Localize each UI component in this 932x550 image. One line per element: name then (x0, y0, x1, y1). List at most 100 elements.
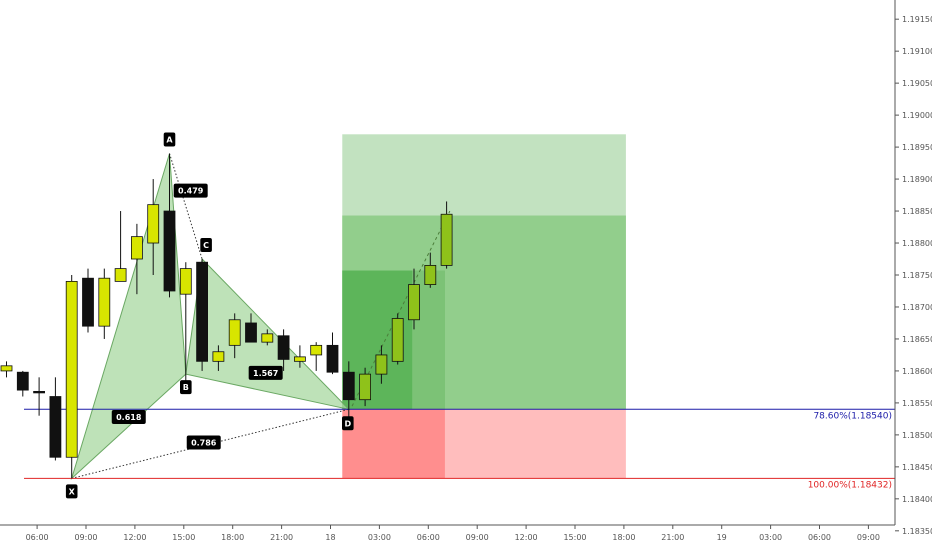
level-label: 100.00%(1.18432) (808, 480, 892, 490)
price-tick-label: 1.18550 (902, 399, 932, 408)
candle (261, 329, 274, 346)
candle-body (49, 396, 62, 458)
candle (0, 361, 13, 378)
price-tick-label: 1.18450 (902, 463, 932, 472)
time-tick-label: 18 (325, 533, 335, 542)
point-b-text: B (183, 383, 189, 392)
time-tick-label: 12:00 (123, 533, 146, 542)
point-d: D (342, 416, 354, 431)
ratio-label-bg (173, 183, 208, 198)
ratio-label-bg (186, 435, 221, 450)
time-tick-label: 03:00 (368, 533, 391, 542)
candle (179, 262, 192, 384)
price-tick-label: 1.18700 (902, 303, 932, 312)
point-c-text: C (203, 241, 209, 250)
time-tick-label: 18:00 (221, 533, 244, 542)
candle (65, 275, 78, 479)
candlestick-series (0, 153, 453, 479)
candle (391, 313, 404, 365)
candle-body (277, 335, 290, 360)
candle-body (16, 371, 29, 391)
ratio-label: 1.567 (248, 365, 283, 380)
point-a-text: A (166, 135, 173, 144)
candle (440, 201, 453, 269)
candle-body (228, 319, 241, 346)
ratio-label-text: 0.618 (116, 413, 142, 422)
ratio-label-text: 0.786 (191, 439, 217, 448)
candle (130, 223, 143, 295)
time-tick-label: 09:00 (857, 533, 880, 542)
point-x-text: X (69, 487, 76, 496)
candle-body (391, 318, 404, 362)
candle (326, 332, 339, 375)
ratio-label-bg (248, 365, 283, 380)
ratio-label: 0.786 (186, 435, 221, 450)
candle-body (212, 351, 225, 362)
time-tick-label: 06:00 (26, 533, 49, 542)
time-tick-label: 15:00 (172, 533, 195, 542)
point-a-bg (163, 132, 176, 147)
candle-body (310, 344, 323, 356)
candle-body (293, 356, 306, 362)
candle-body (359, 373, 372, 401)
point-d-bg (342, 416, 354, 431)
time-tick-label: 09:00 (466, 533, 489, 542)
candle (408, 268, 420, 330)
candle-body (0, 365, 13, 372)
candle-body (130, 236, 143, 260)
pattern-labels: X A B C D 0.479 0.618 0.786 1.567 (65, 132, 354, 499)
price-tick-label: 1.18900 (902, 175, 932, 184)
candle (33, 377, 45, 416)
point-d-text: D (344, 419, 351, 428)
price-tick-label: 1.18850 (902, 207, 932, 216)
time-tick-label: 15:00 (563, 533, 586, 542)
candle (82, 268, 94, 333)
candle-body (424, 265, 437, 285)
time-tick-label: 18:00 (612, 533, 635, 542)
projection-dashed-line (351, 210, 451, 407)
candle-body (245, 322, 257, 343)
candle (147, 179, 160, 275)
ratio-label-text: 1.567 (253, 369, 278, 378)
point-x-bg (65, 484, 78, 499)
point-x: X (65, 484, 78, 499)
price-tick-label: 1.19100 (902, 47, 932, 56)
candle (424, 252, 437, 288)
candle-body (163, 210, 176, 292)
price-tick-label: 1.18800 (902, 239, 932, 248)
candle-body (147, 204, 160, 244)
candle (114, 211, 127, 282)
candle (277, 329, 290, 371)
candle (342, 361, 355, 426)
candle (49, 377, 62, 461)
point-a: A (163, 132, 176, 147)
candle-body (375, 354, 388, 375)
time-tick-label: 19 (717, 533, 727, 542)
candle-body (33, 390, 45, 394)
candle-body (179, 268, 192, 295)
time-tick-label: 21:00 (270, 533, 293, 542)
price-tick-label: 1.18950 (902, 143, 932, 152)
stop-zone-dark (342, 409, 445, 479)
candle (16, 370, 29, 397)
price-tick-label: 1.18750 (902, 271, 932, 280)
candle-body (65, 280, 78, 458)
time-tick-label: 03:00 (759, 533, 782, 542)
candle-body (98, 277, 111, 327)
ac-ratio-line (169, 153, 203, 260)
time-tick-label: 21:00 (661, 533, 684, 542)
price-tick-label: 1.18600 (902, 367, 932, 376)
point-b: B (180, 380, 192, 395)
candle-body (261, 333, 274, 343)
price-tick-label: 1.18650 (902, 335, 932, 344)
point-c: C (200, 238, 212, 253)
price-tick-label: 1.19050 (902, 79, 932, 88)
time-tick-label: 09:00 (74, 533, 97, 542)
candle (293, 345, 306, 368)
fibonacci-levels: 78.60%(1.18540) 100.00%(1.18432) (24, 408, 895, 490)
candle-body (114, 268, 127, 282)
ratio-label-bg (111, 409, 146, 424)
time-tick-label: 06:00 (808, 533, 831, 542)
